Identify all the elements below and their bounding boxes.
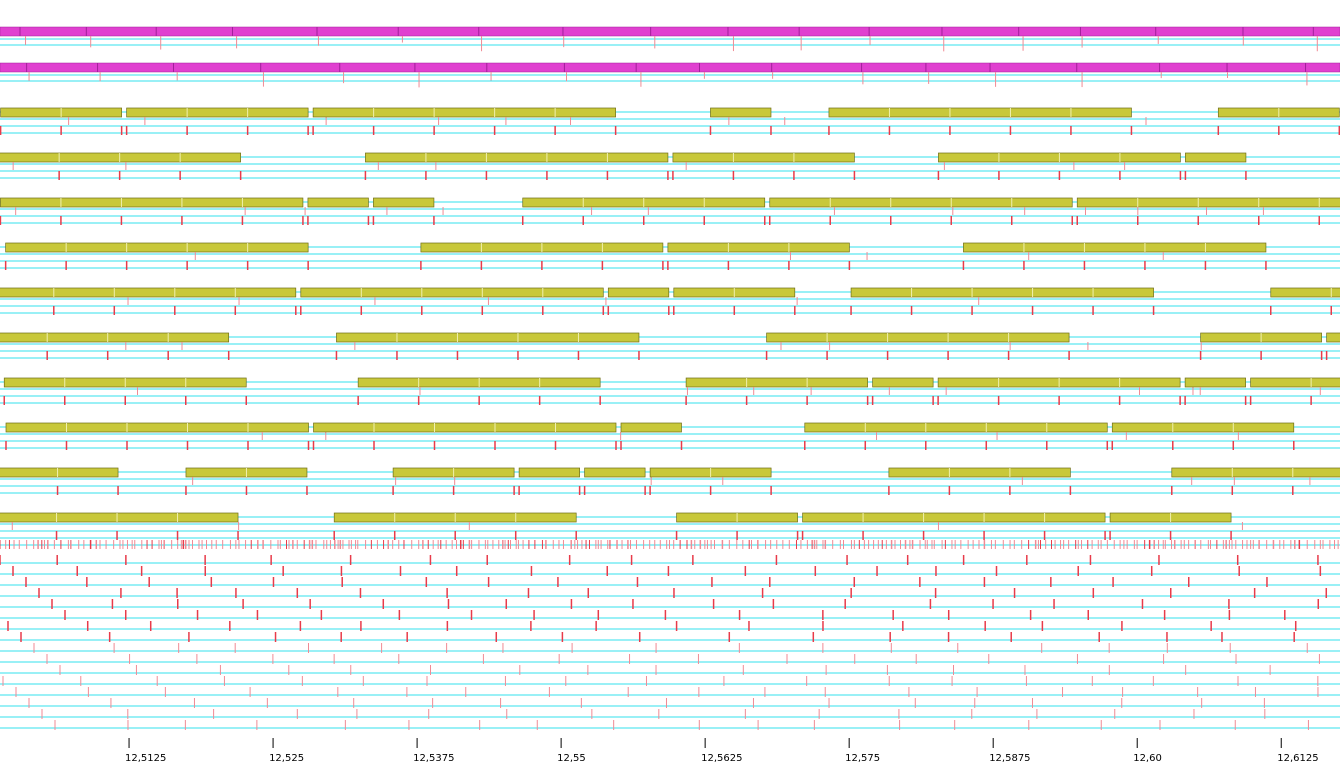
state-bar <box>336 332 640 343</box>
axis-tick-label: 12,5875 <box>989 753 1030 764</box>
state-bar <box>1250 377 1340 388</box>
axis-tick-label: 12,5625 <box>701 753 742 764</box>
state-bar <box>126 107 309 118</box>
state-bar <box>769 197 1073 208</box>
state-bar <box>1185 152 1247 163</box>
axis-tick-label: 12,575 <box>845 753 880 764</box>
state-bar <box>0 287 297 298</box>
state-bar <box>620 422 682 433</box>
state-bar <box>518 467 580 478</box>
state-bar <box>672 152 855 163</box>
state-bar <box>0 467 119 478</box>
state-bar <box>1171 467 1340 478</box>
state-bar <box>850 287 1154 298</box>
state-bar <box>710 107 772 118</box>
state-bar <box>584 467 646 478</box>
axis-tick-label: 12,6125 <box>1277 753 1318 764</box>
state-bar <box>5 422 309 433</box>
state-bar <box>307 197 369 208</box>
state-bar <box>802 512 1106 523</box>
axis-tick-label: 12,525 <box>269 753 304 764</box>
state-bar <box>0 197 304 208</box>
time-axis: 12,5125 12,525 12,5375 12,55 12,5625 12,575 12… <box>0 732 1340 764</box>
state-bar <box>365 152 669 163</box>
state-bar <box>872 377 934 388</box>
state-bar <box>0 512 239 523</box>
state-bar <box>5 242 309 253</box>
axis-tick-label: 12,55 <box>557 753 586 764</box>
axis-tick-label: 12,5375 <box>413 753 454 764</box>
state-bar <box>0 26 1340 37</box>
axis-tick-label: 12,5125 <box>125 753 166 764</box>
state-bar <box>804 422 1108 433</box>
state-bar <box>300 287 604 298</box>
state-bar <box>312 107 616 118</box>
state-bar <box>0 152 241 163</box>
state-bar <box>0 332 230 343</box>
state-bar <box>1184 377 1246 388</box>
state-bar <box>0 62 1340 73</box>
state-bar <box>1111 422 1295 433</box>
state-bar <box>1076 197 1340 208</box>
axis-tick-label: 12,60 <box>1133 753 1162 764</box>
state-bar <box>607 287 670 298</box>
state-bar <box>888 467 1071 478</box>
state-bar <box>667 242 850 253</box>
state-bar <box>685 377 868 388</box>
trace-lanes <box>0 26 1340 730</box>
state-bar <box>373 197 435 208</box>
state-bar <box>828 107 1132 118</box>
state-bar <box>766 332 1070 343</box>
state-bar <box>963 242 1267 253</box>
state-bar <box>1326 332 1340 343</box>
state-bar <box>313 422 617 433</box>
state-bar <box>1270 287 1340 298</box>
